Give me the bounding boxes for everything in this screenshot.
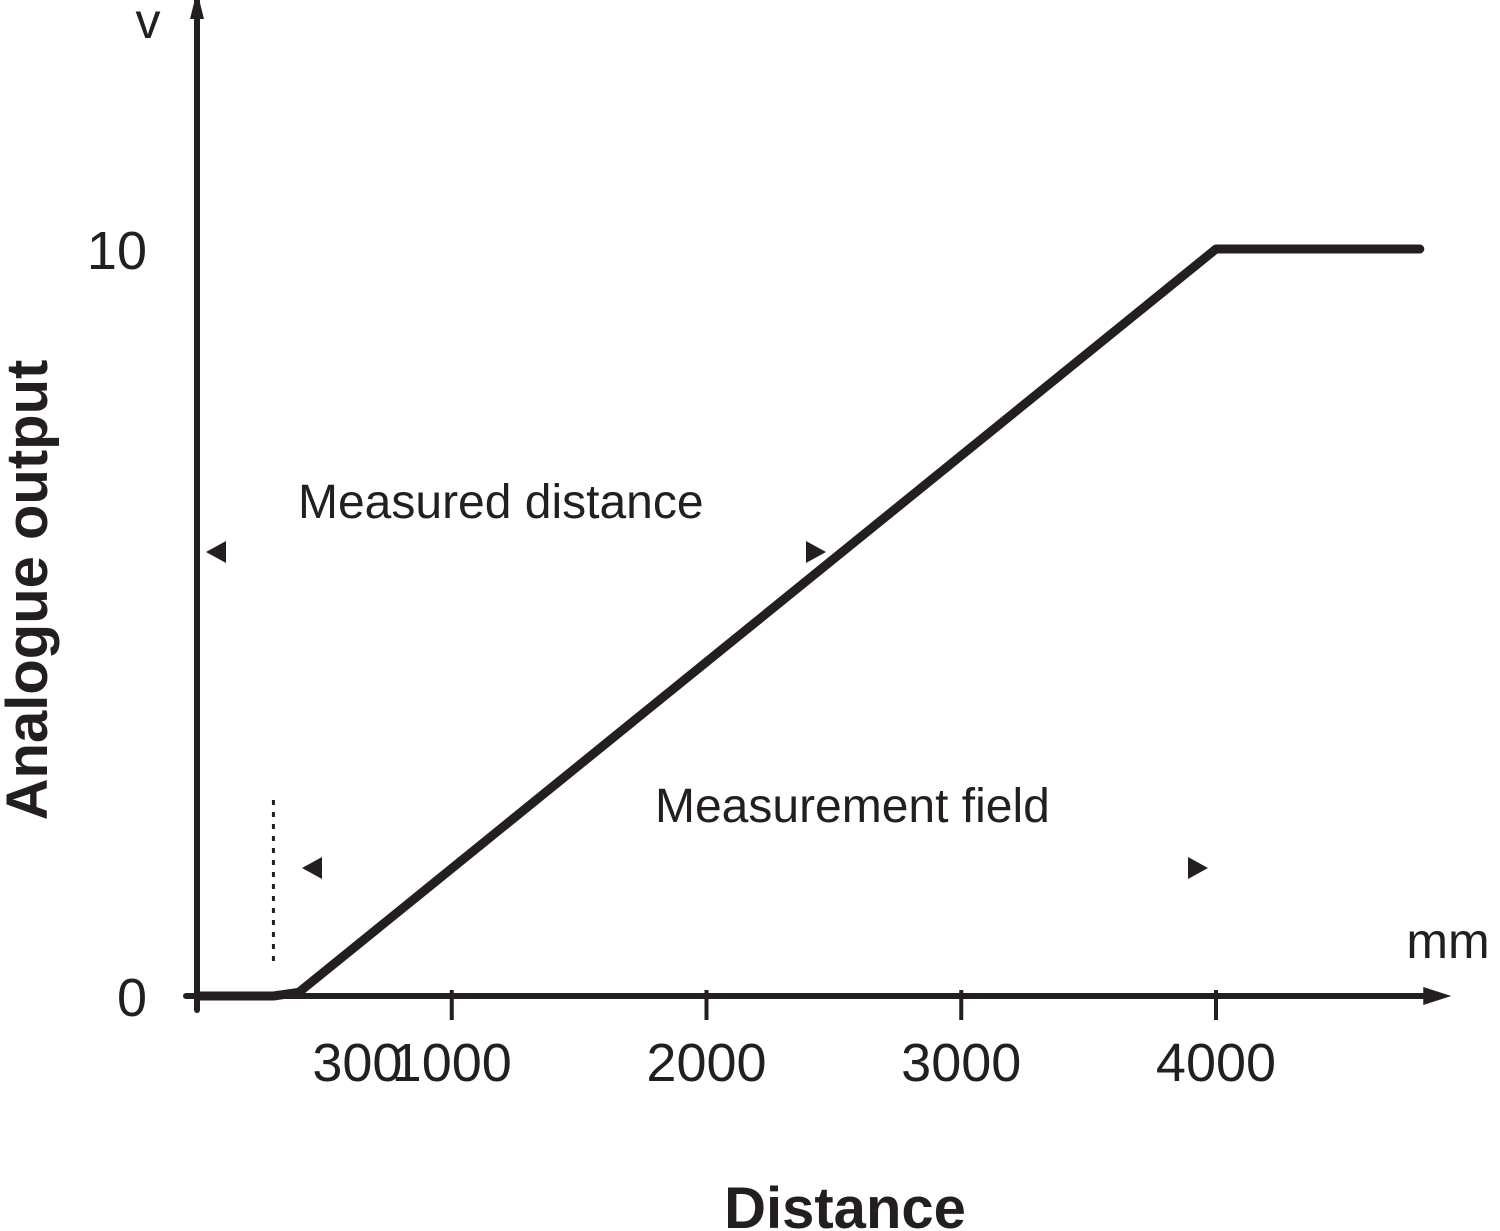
x-axis-title: Distance xyxy=(724,1176,966,1231)
x-tick-label: 2000 xyxy=(646,1033,766,1093)
measurement-field-annotation: Measurement field xyxy=(655,780,1050,833)
x-unit-label: mm xyxy=(1406,913,1489,969)
measured-distance-annotation: Measured distance xyxy=(298,476,704,529)
x-tick-label: 3000 xyxy=(901,1033,1021,1093)
tick-marks xyxy=(271,800,1218,1020)
y-axis-arrowhead xyxy=(190,0,204,20)
measurement-field-start-arrow xyxy=(302,857,322,879)
y-axis-title: Analogue output xyxy=(0,360,60,821)
y-tick-label: 10 xyxy=(87,221,147,281)
series-line xyxy=(192,244,1425,1001)
x-axis-arrowhead xyxy=(1423,987,1452,1005)
annotation-markers xyxy=(206,541,1208,879)
measurement-field-end-arrow xyxy=(1188,857,1208,879)
y-unit-label: v xyxy=(136,0,161,49)
y-tick-label: 0 xyxy=(117,968,147,1028)
x-tick-label: 1000 xyxy=(392,1033,512,1093)
x-tick-label: 300 xyxy=(312,1033,402,1093)
series-group xyxy=(192,244,1425,1001)
measured-distance-end-arrow xyxy=(806,541,826,563)
axes xyxy=(183,0,1452,1013)
measured-distance-start-arrow xyxy=(206,541,226,563)
x-tick-label: 4000 xyxy=(1156,1033,1276,1093)
